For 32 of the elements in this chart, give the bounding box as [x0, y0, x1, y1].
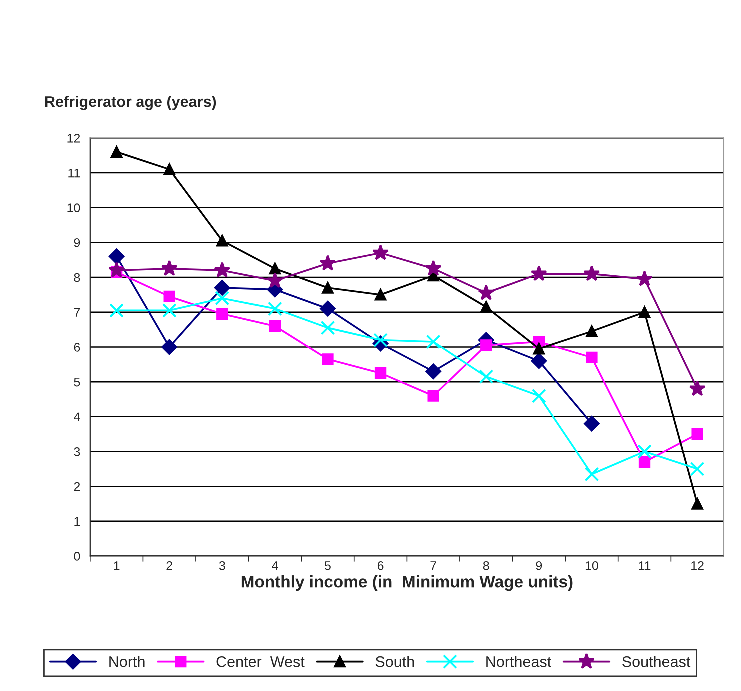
y-tick-label: 2: [74, 482, 80, 492]
x-tick-label: 1: [114, 562, 120, 570]
legend-label: South: [376, 656, 414, 668]
x-tick-label: 9: [536, 561, 542, 570]
legend-label: Southeast: [622, 656, 691, 668]
x-tick-label: 12: [692, 561, 704, 570]
x-tick-label: 7: [430, 562, 436, 570]
y-tick-label: 7: [74, 308, 80, 317]
y-axis-title: Refrigerator age (years): [45, 96, 216, 110]
x-tick-label: 5: [325, 562, 331, 570]
y-tick-label: 12: [68, 134, 80, 143]
legend-label: Center West: [216, 656, 305, 668]
y-tick-label: 5: [74, 378, 80, 387]
y-tick-label: 10: [68, 204, 80, 213]
legend-label: North: [110, 656, 145, 668]
x-axis-title: Monthly income (in Minimum Wage units): [242, 576, 573, 592]
x-tick-label: 6: [378, 561, 384, 570]
x-tick-label: 11: [639, 562, 651, 570]
y-tick-label: 8: [74, 273, 80, 282]
x-tick-label: 2: [166, 561, 172, 570]
y-tick-label: 0: [74, 552, 80, 561]
y-tick-label: 11: [68, 168, 80, 178]
x-tick-label: 8: [483, 561, 490, 570]
legend-label: Northeast: [486, 656, 552, 668]
y-tick-label: 4: [74, 412, 80, 422]
y-tick-label: 9: [74, 238, 80, 248]
x-tick-label: 4: [272, 562, 278, 570]
y-tick-label: 3: [74, 448, 80, 456]
x-tick-label: 10: [586, 561, 598, 570]
y-tick-label: 1: [74, 517, 80, 526]
x-tick-label: 3: [219, 561, 226, 570]
y-tick-label: 6: [74, 343, 80, 352]
